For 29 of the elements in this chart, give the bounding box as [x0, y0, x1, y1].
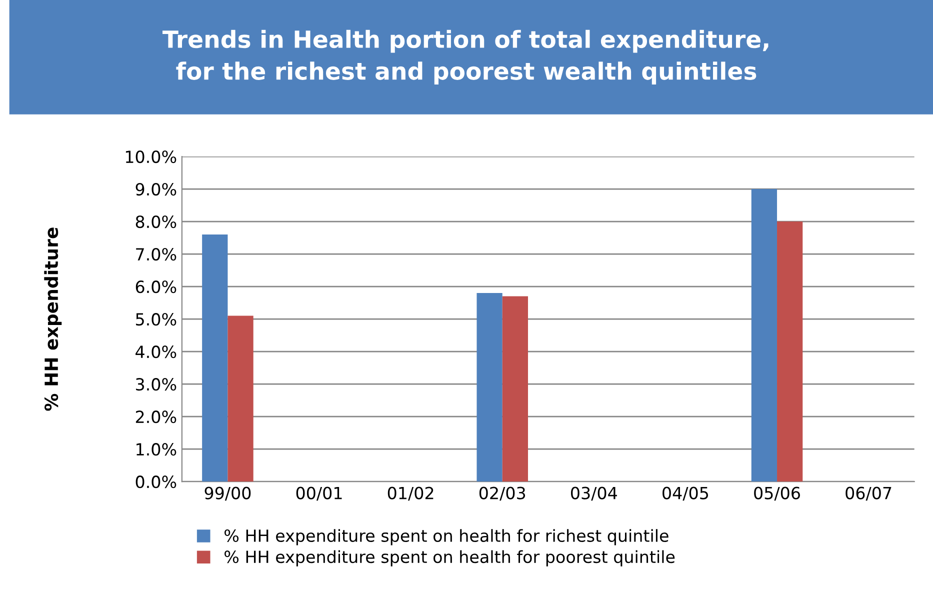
x-tick-label: 04/05 [662, 486, 708, 501]
y-tick-label: 0.0% [136, 476, 176, 488]
bar [228, 316, 254, 482]
bar [502, 296, 528, 482]
y-axis-title: % HH expenditure [44, 228, 62, 411]
y-tick-label: 3.0% [136, 378, 176, 391]
y-tick-label: 6.0% [136, 280, 176, 294]
y-tick-label: 4.0% [136, 346, 176, 358]
x-tick-label: 03/04 [570, 486, 617, 501]
bar [202, 234, 228, 482]
x-tick-label: 01/02 [388, 486, 434, 501]
x-tick-label: 00/01 [296, 486, 342, 501]
y-tick-label: 8.0% [136, 216, 176, 228]
bar [476, 293, 502, 482]
y-tick-label: 7.0% [136, 248, 176, 261]
y-tick-label: 9.0% [136, 182, 176, 196]
x-tick-label: 06/07 [846, 486, 892, 501]
legend-label: % HH expenditure spent on health for poorest quintile [224, 550, 675, 566]
y-tick-label: 10.0% [126, 150, 176, 164]
bar [751, 189, 778, 482]
x-tick-label: 05/06 [754, 486, 800, 501]
y-tick-label: 5.0% [136, 313, 176, 326]
chart-title: Trends in Health portion of total expenditure, for the richest and poorest wealth quintiles [162, 30, 768, 85]
x-tick-label: 99/00 [204, 486, 251, 501]
bar [777, 222, 803, 482]
x-tick-label: 02/03 [479, 486, 526, 501]
y-tick-label: 2.0% [136, 410, 176, 424]
legend-label: % HH expenditure spent on health for richest quintile [224, 529, 668, 546]
y-tick-label: 1.0% [136, 443, 176, 456]
